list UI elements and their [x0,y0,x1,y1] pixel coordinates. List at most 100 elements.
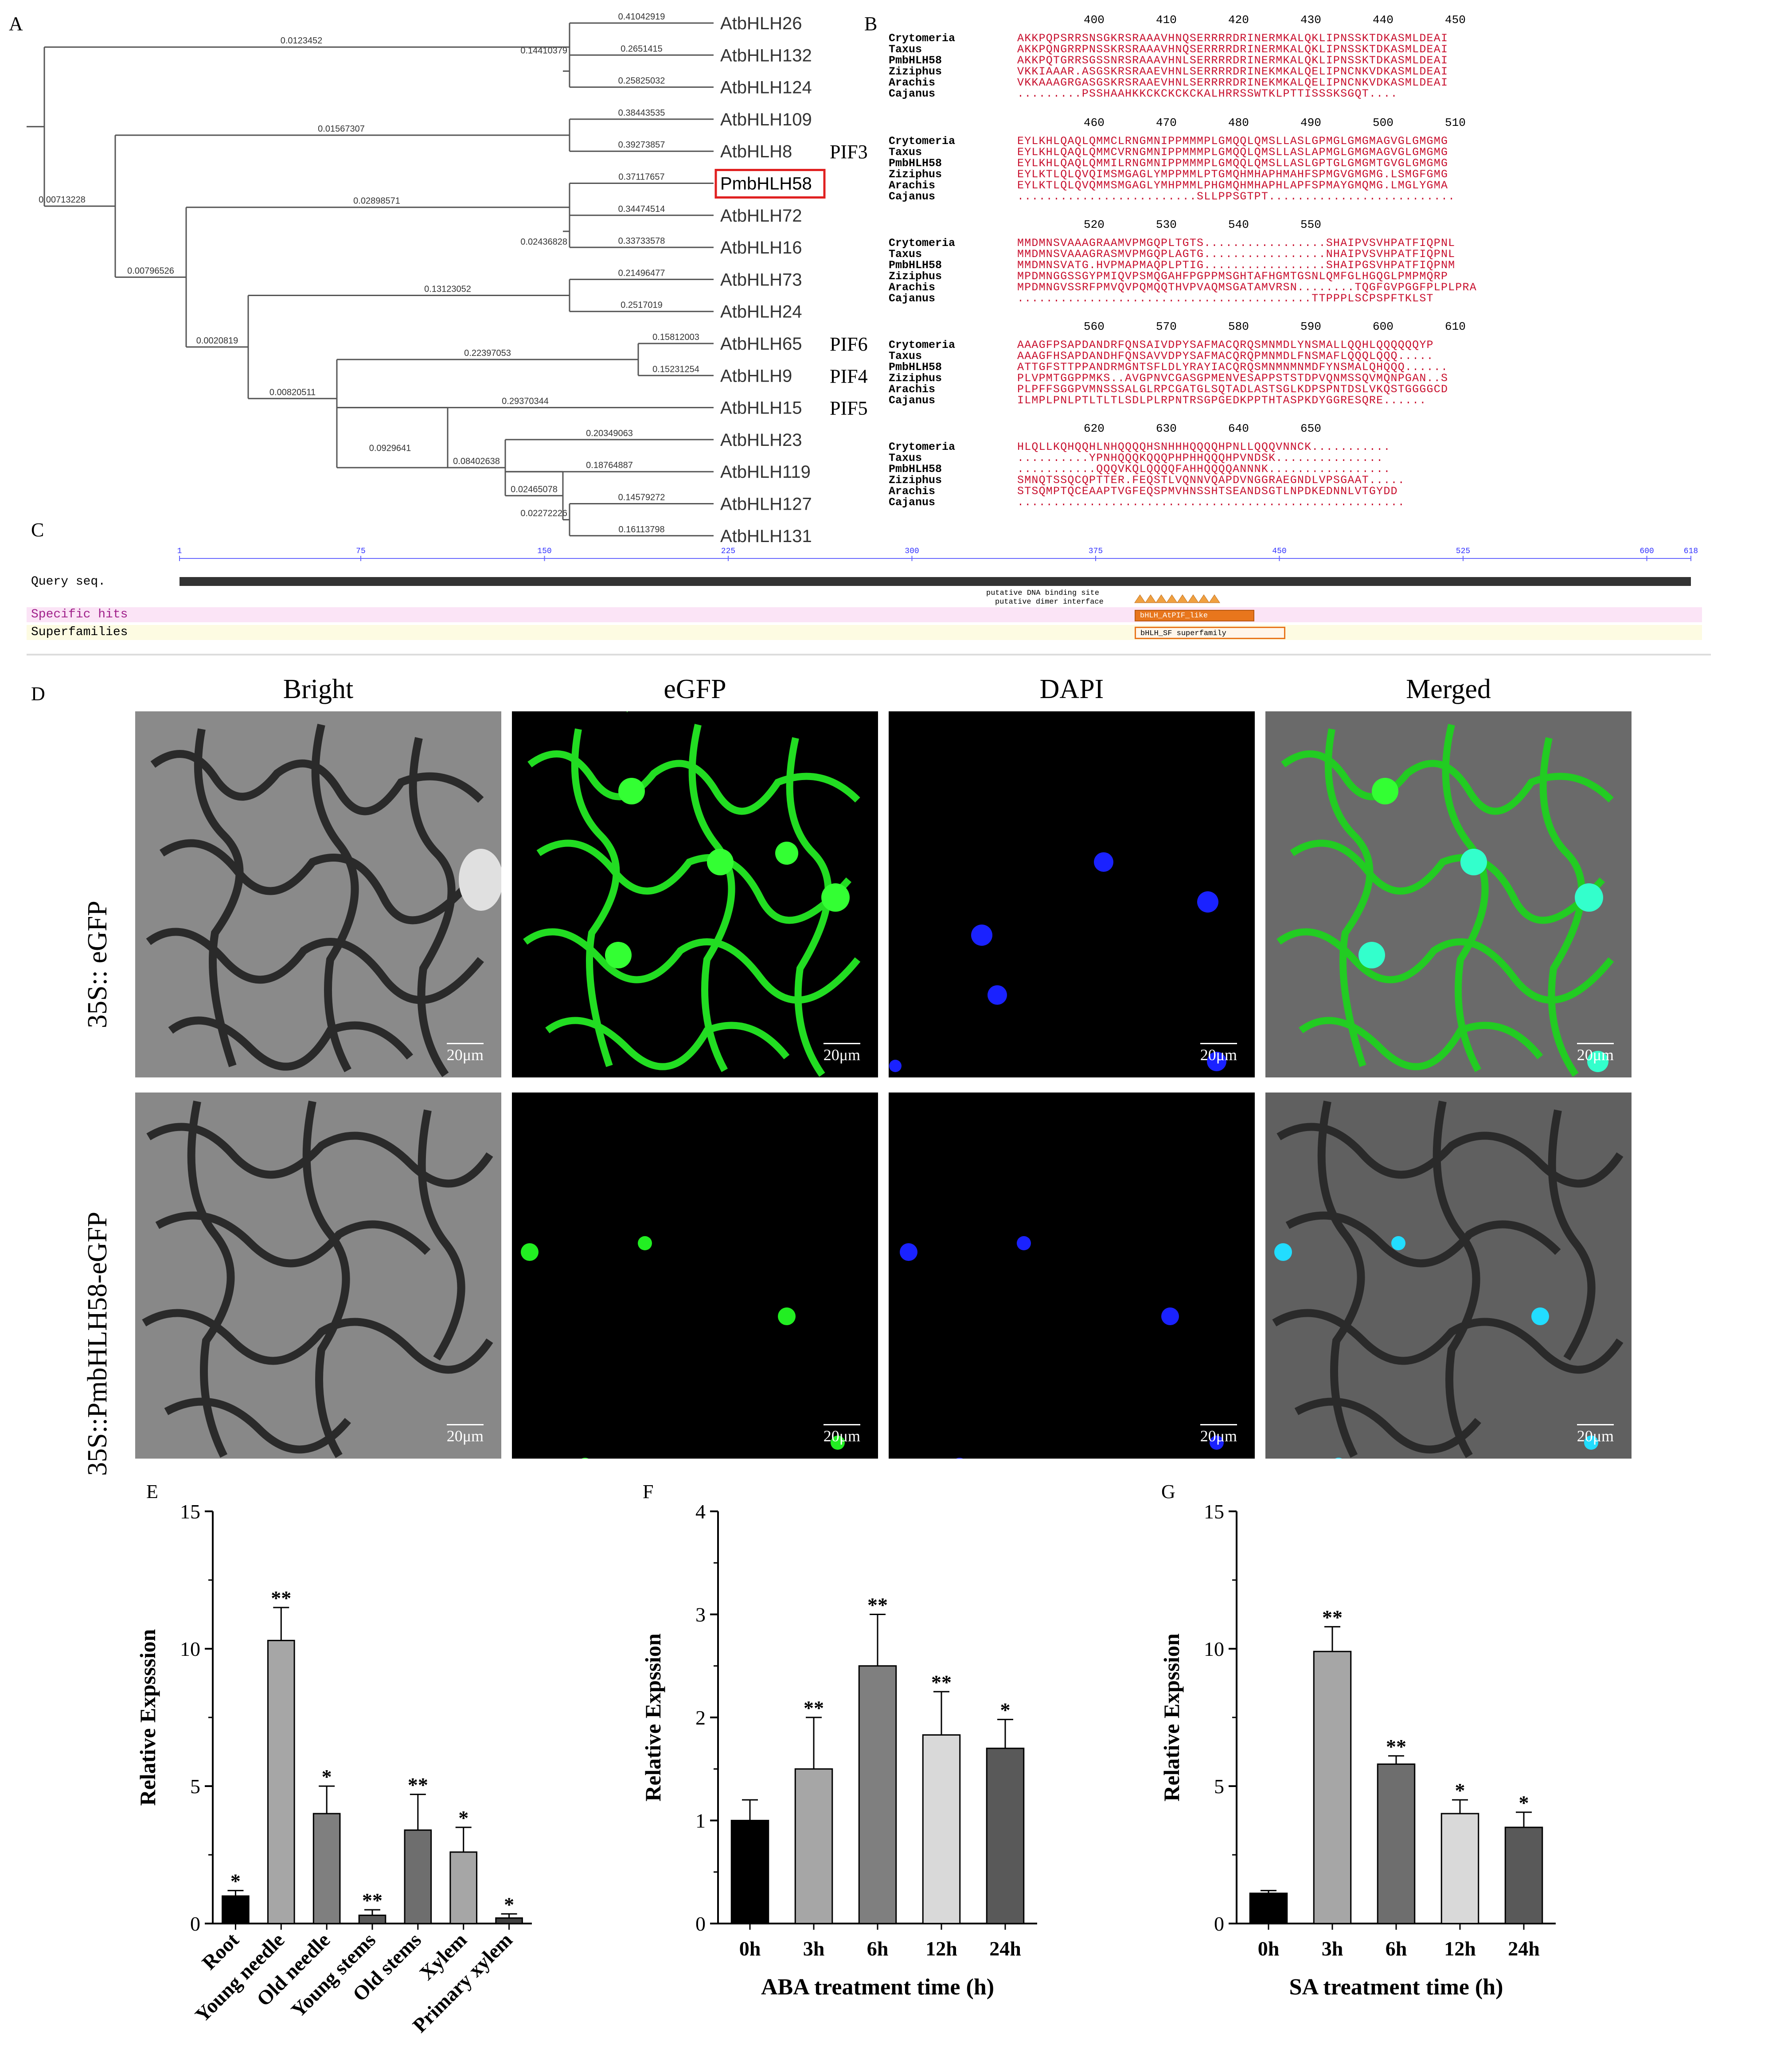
branch-length-label: 0.16113798 [618,525,664,535]
x-tick-label: 0h [739,1937,761,1960]
alignment-block: 560 570 580 590 600 610 Crytomeria AAAGFPSAPDAN… [889,320,1771,418]
site-marker [1155,594,1167,603]
branch-length-label: 0.39273857 [618,140,665,150]
alignment-species: Cajanus [889,394,936,407]
alignment-sequence: VKKAAAGRGASGSKRSRAAEVHNLSERRRRDRINEKMKAL… [1017,76,1448,89]
image-egfp-egfp: 20μm [512,711,878,1077]
pif-tag: PIF4 [830,365,868,387]
bar [730,1820,769,1924]
alignment-species: Taxus [889,43,922,56]
alignment-tick: 640 [1228,422,1249,435]
scale-bar: 20μm [1577,1043,1614,1064]
alignment-tick: 590 [1300,320,1321,333]
column-title-merged: Merged [1406,674,1491,704]
ruler-tick-label: 300 [905,547,919,556]
branch-length-label: 0.0929641 [369,443,411,453]
leaf-label: AtbHLH15 [720,398,802,418]
scale-bar: 20μm [1577,1424,1614,1445]
branch-length-label: 0.34474514 [618,204,665,214]
row-label-pmbhlh58: 35S::PmbHLH58-eGFP [82,1212,113,1476]
branch-length-label: 0.02465078 [511,484,558,494]
alignment-species: Ziziphus [889,270,942,283]
image-bright-egfp: 20μm [135,711,501,1077]
alignment-species: Arachis [889,179,936,192]
y-tick-label: 1 [695,1810,706,1832]
domain-panel: Query seq. Specific hits Superfamilies 1… [27,545,1711,656]
x-tick-label: 3h [1322,1937,1343,1960]
branch-length-label: 0.33733578 [618,236,665,246]
branch-length-label: 0.02898571 [353,196,400,206]
alignment-tick: 610 [1445,320,1466,333]
alignment-species: Arachis [889,281,936,294]
leaf-label: AtbHLH132 [720,46,812,65]
alignment-species: Taxus [889,248,922,261]
significance-label: * [1000,1699,1011,1721]
branch-length-label: 0.37117657 [618,172,664,182]
x-tick-label: 6h [867,1937,889,1960]
branch-length-label: 0.2517019 [621,300,663,310]
leaf-label: AtbHLH65 [720,334,802,354]
highlight-box [714,169,826,199]
alignment-species: PmbHLH58 [889,463,942,476]
alignment-species: Ziziphus [889,168,942,181]
branch-length-label: 0.22397053 [464,348,511,358]
y-tick-label: 2 [695,1706,706,1729]
alignment-sequence: AKKPQPSRRSNSGKRSRAAAVHNQSERRRRDRINERMKAL… [1017,32,1448,45]
alignment-tick: 500 [1373,116,1393,129]
significance-label: * [458,1807,468,1829]
y-tick-label: 0 [190,1912,200,1935]
alignment-sequence: AAAGFPSAPDANDRFQNSAIVDPYSAFMACQRQSMNMDLY… [1017,339,1434,351]
y-tick-label: 5 [1214,1775,1224,1798]
y-tick-label: 4 [695,1500,706,1523]
alignment-sequence: STSQMPTQCEAAPTVGFEQSPMVHNSSHTSEANDSGTLNP… [1017,485,1398,498]
bar [312,1813,341,1924]
alignment-species: Crytomeria [889,441,956,453]
bar [858,1665,897,1924]
branch-length-label: 0.38443535 [618,108,665,118]
significance-label: ** [271,1587,291,1609]
phylogenetic-tree: 0.41042919 AtbHLH26 0.2651415 AtbHLH132 0.25… [27,12,868,545]
alignment-tick: 430 [1300,13,1321,27]
branch-length-label: 0.00820511 [269,387,316,397]
ruler-tick-label: 618 [1684,547,1698,556]
alignment-sequence: MMDMNSVAAAGRASMVPMGQPLAGTG..............… [1017,248,1456,261]
alignment-tick: 400 [1084,13,1105,27]
alignment-sequence: AAAGFHSAPDANDHFQNSAVVDPYSAFMACQRQPMNMDLF… [1017,350,1434,363]
alignment-species: Crytomeria [889,32,956,45]
image-merged-egfp: 20μm [1265,711,1632,1077]
sequence-alignment: 400 410 420 430 440 450 Crytomeria AKKPQPSRRSNS… [889,13,1771,536]
leaf-label: AtbHLH73 [720,270,802,289]
panel-label-g: G [1161,1481,1175,1502]
column-title-egfp: eGFP [664,674,726,704]
leaf-label: AtbHLH23 [720,430,802,450]
branch-length-label: 0.00796526 [127,266,174,276]
alignment-species: Crytomeria [889,339,956,351]
y-tick-label: 10 [180,1638,200,1660]
dna-binding-site-label: putative DNA binding site [986,589,1100,597]
row-label-egfp: 35S:: eGFP [82,901,113,1028]
alignment-sequence: EYLKTLQLQVQMMSMGAGLYMHPMMLPHGMQHMHAPHLAP… [1017,179,1448,192]
x-tick-label: 24h [989,1937,1021,1960]
dimer-interface-label: putative dimer interface [995,598,1104,606]
alignment-species: Arachis [889,76,936,89]
significance-label: ** [931,1671,952,1693]
alignment-species: Taxus [889,146,922,159]
bar-chart-g: 0 5 10 15 0h ** 3h ** 6h * 12h * 24h Relative Expssio… [1159,1500,1556,2000]
alignment-sequence: ........................................… [1017,496,1405,509]
alignment-sequence: EYLKTLQLQVQIMSMGAGLYMPPMMLPTGMQHMHAPHMAH… [1017,168,1448,181]
column-title-bright: Bright [283,674,354,704]
alignment-block: 400 410 420 430 440 450 Crytomeria AKKPQPSRRSNS… [889,13,1771,111]
alignment-sequence: EYLKHLQAQLQMMCLRNGMNIPPMMMPLGMQQLQMSLLAS… [1017,135,1448,148]
bar [404,1829,432,1924]
alignment-sequence: ........................................… [1017,292,1434,305]
site-marker [1177,594,1188,603]
bar [1313,1651,1352,1924]
y-tick-label: 3 [695,1604,706,1626]
leaf-label: AtbHLH26 [720,14,802,33]
x-tick-label: 6h [1386,1937,1407,1960]
significance-label: * [1519,1791,1529,1814]
branch-length-label: 0.0020819 [196,336,238,346]
leaf-label: AtbHLH131 [720,527,812,545]
branch-length-label: 0.0123452 [281,36,323,46]
alignment-sequence: ...........QQQVKQLQQQQFAHHQQQQANNNK.....… [1017,463,1391,476]
